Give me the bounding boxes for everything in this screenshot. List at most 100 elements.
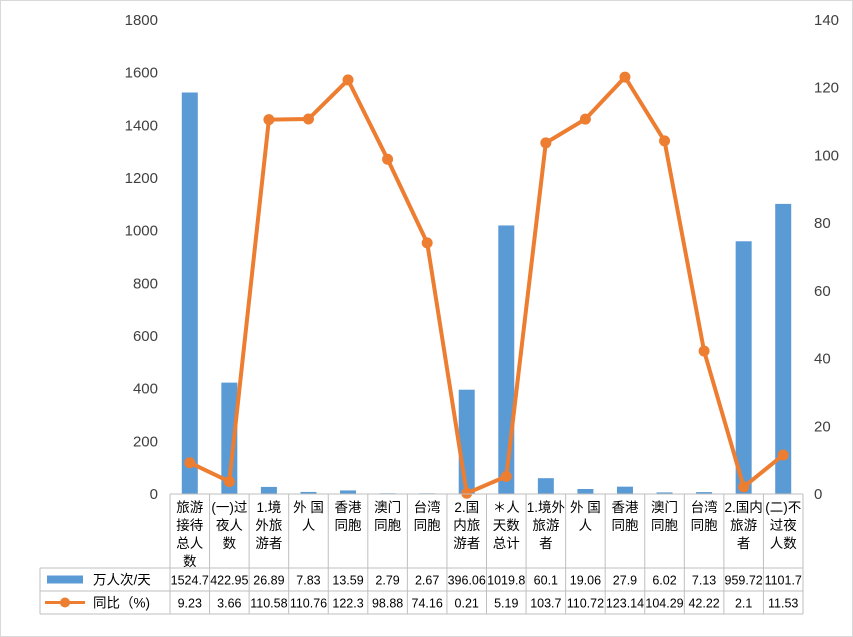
legend-line-marker bbox=[60, 597, 70, 608]
y-left-tick-label: 1400 bbox=[125, 117, 158, 134]
y-right-tick-label: 0 bbox=[814, 486, 822, 503]
y-left-tick-label: 200 bbox=[133, 433, 158, 450]
y-left-tick-label: 1600 bbox=[125, 65, 158, 82]
bar bbox=[775, 203, 792, 494]
table-cell-line-value: 103.7 bbox=[530, 597, 561, 611]
category-label: 者 bbox=[539, 536, 553, 551]
table-cell-bar-value: 19.06 bbox=[570, 574, 601, 588]
y-left-tick-label: 800 bbox=[133, 275, 158, 292]
table-cell-line-value: 9.23 bbox=[178, 597, 202, 611]
table-cell-line-value: 104.29 bbox=[645, 597, 683, 611]
y-right-tick-label: 120 bbox=[814, 80, 839, 97]
category-label: 人 bbox=[579, 518, 593, 533]
table-cell-line-value: 110.72 bbox=[567, 597, 604, 611]
y-right-tick-label: 140 bbox=[814, 12, 839, 29]
bar bbox=[340, 490, 357, 494]
table-cell-line-value: 110.58 bbox=[250, 597, 287, 611]
y-right-tick-label: 40 bbox=[814, 351, 831, 368]
category-label: (二)不 bbox=[765, 500, 801, 515]
bar bbox=[260, 486, 277, 494]
line-point bbox=[777, 449, 789, 461]
category-label: 同胞 bbox=[414, 518, 441, 533]
table-cell-bar-value: 60.1 bbox=[534, 574, 558, 588]
legend-bar-swatch bbox=[47, 575, 83, 584]
table-cell-bar-value: 1101.7 bbox=[765, 574, 802, 588]
category-label: 2.国 bbox=[454, 500, 479, 515]
category-label: 1.境 bbox=[257, 500, 282, 515]
category-label: ＊人 bbox=[493, 500, 521, 515]
table-cell-line-value: 5.19 bbox=[494, 597, 518, 611]
category-label: 数 bbox=[223, 536, 237, 551]
table-cell-bar-value: 26.89 bbox=[253, 574, 284, 588]
bar bbox=[300, 491, 317, 494]
category-label: 夜人 bbox=[216, 518, 243, 533]
table-cell-line-value: 74.16 bbox=[412, 597, 443, 611]
category-label: 接待 bbox=[176, 517, 203, 533]
category-label: 香港 bbox=[335, 500, 362, 515]
line-point bbox=[184, 457, 196, 469]
line-point bbox=[302, 113, 314, 125]
y-left-tick-label: 0 bbox=[150, 486, 158, 503]
category-label: 旅游 bbox=[532, 518, 559, 533]
category-label: 人 bbox=[302, 518, 316, 533]
line-point bbox=[579, 113, 591, 125]
bar bbox=[537, 478, 554, 494]
line-point bbox=[540, 137, 552, 149]
table-cell-line-value: 123.14 bbox=[606, 597, 644, 611]
y-left-tick-label: 1800 bbox=[125, 12, 158, 29]
line-point bbox=[738, 481, 750, 493]
table-cell-bar-value: 2.79 bbox=[375, 574, 399, 588]
category-label: 同胞 bbox=[651, 518, 679, 533]
table-cell-line-value: 110.76 bbox=[290, 597, 327, 611]
line-series bbox=[184, 71, 789, 499]
line-point bbox=[421, 237, 433, 249]
line-point bbox=[461, 487, 473, 499]
table-cell-bar-value: 27.9 bbox=[613, 574, 637, 588]
table-cell-bar-value: 1019.8 bbox=[487, 574, 525, 588]
category-label: 外 国 bbox=[293, 500, 324, 515]
line-point bbox=[263, 114, 275, 126]
table-cell-bar-value: 6.02 bbox=[652, 574, 676, 588]
category-label: 旅游 bbox=[176, 500, 203, 515]
category-label: 人数 bbox=[770, 536, 798, 551]
category-label: 同胞 bbox=[374, 518, 401, 533]
category-label: 旅游 bbox=[730, 518, 757, 533]
category-label: (一)过 bbox=[211, 500, 247, 515]
table-cell-line-value: 122.3 bbox=[332, 597, 363, 611]
category-label: 数 bbox=[183, 554, 197, 569]
table-cell-line-value: 42.22 bbox=[688, 597, 719, 611]
y-left-tick-label: 1200 bbox=[125, 170, 158, 187]
line-point bbox=[659, 135, 671, 147]
table-cell-line-value: 2.1 bbox=[735, 597, 752, 611]
line-point bbox=[382, 153, 394, 165]
table-cell-bar-value: 13.59 bbox=[332, 574, 363, 588]
table-cell-line-value: 98.88 bbox=[372, 597, 403, 611]
y-left-tick-label: 600 bbox=[133, 328, 158, 345]
table-cell-bar-value: 422.95 bbox=[210, 574, 248, 588]
line-point bbox=[223, 476, 235, 488]
bar bbox=[735, 241, 752, 494]
category-label: 游者 bbox=[453, 536, 480, 551]
bar bbox=[498, 225, 515, 494]
axes: 0 200 400 600 800 1000 1200 1400 1600 1800 0 20 40 60… bbox=[125, 12, 839, 503]
bar bbox=[181, 92, 198, 494]
y-left-tick-label: 400 bbox=[133, 381, 158, 398]
category-label: 同胞 bbox=[611, 518, 639, 533]
y-right-tick-label: 60 bbox=[814, 283, 831, 300]
category-label: 外 国 bbox=[570, 500, 601, 515]
category-label: 外旅 bbox=[255, 518, 282, 533]
category-label: 同胞 bbox=[691, 518, 719, 533]
category-label: 者 bbox=[737, 536, 751, 551]
category-label: 天数 bbox=[493, 518, 521, 533]
y-left-tick-label: 1000 bbox=[125, 223, 158, 240]
y-right-tick-label: 100 bbox=[814, 147, 839, 164]
bar bbox=[616, 486, 633, 494]
bar-series bbox=[181, 92, 792, 494]
legend-label: 万人次/天 bbox=[93, 573, 151, 588]
category-label: 台湾 bbox=[414, 499, 441, 515]
table-cell-line-value: 3.66 bbox=[217, 597, 241, 611]
legend-label: 同比（%) bbox=[93, 596, 150, 611]
